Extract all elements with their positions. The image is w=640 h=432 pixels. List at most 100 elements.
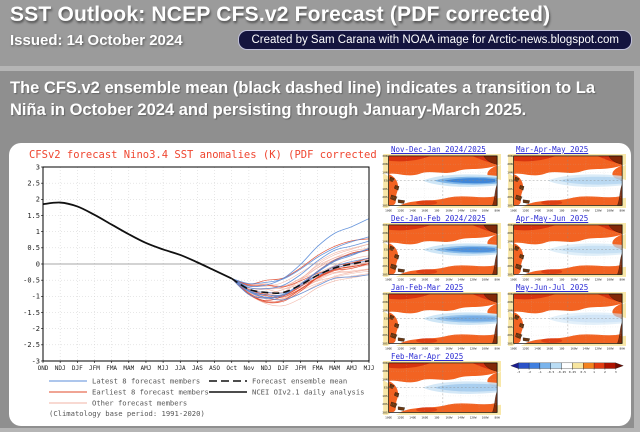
sst-map-panel: Apr-May-Jun 2025 30N 20N 10N EQ 10S 20S 30S 100E… xyxy=(504,215,627,284)
sst-map-svg: 30N 20N 10N EQ 10S 20S 30S 100E 120E 140E 160E 180 1… xyxy=(507,223,626,282)
svg-text:30N: 30N xyxy=(382,223,388,227)
header: SST Outlook: NCEP CFS.v2 Forecast (PDF c… xyxy=(0,0,640,66)
svg-text:120W: 120W xyxy=(470,278,477,282)
svg-text:10S: 10S xyxy=(507,187,513,191)
svg-text:160E: 160E xyxy=(421,278,428,282)
svg-text:120W: 120W xyxy=(470,209,477,213)
map-title: May-Jun-Jul 2025 xyxy=(516,284,589,292)
svg-text:100W: 100W xyxy=(482,209,489,213)
legend-label: NCEI OIv2.1 daily analysis xyxy=(252,388,365,397)
svg-text:180: 180 xyxy=(434,347,439,351)
svg-text:80W: 80W xyxy=(620,209,625,213)
svg-text:EQ: EQ xyxy=(384,317,388,321)
svg-text:160E: 160E xyxy=(546,278,553,282)
svg-text:20N: 20N xyxy=(507,231,513,235)
svg-text:-1: -1 xyxy=(32,293,40,301)
anomaly-colorbar: -3 -2 -1 -0.5 -0.25 0.25 0.5 1 2 3 xyxy=(504,353,627,422)
svg-text:-2: -2 xyxy=(527,370,531,374)
svg-text:30S: 30S xyxy=(382,410,388,414)
svg-text:140E: 140E xyxy=(534,347,541,351)
svg-text:140W: 140W xyxy=(583,209,590,213)
svg-text:100W: 100W xyxy=(607,209,614,213)
header-subrow: Issued: 14 October 2024 Created by Sam C… xyxy=(10,30,632,50)
svg-text:140W: 140W xyxy=(458,278,465,282)
svg-text:1: 1 xyxy=(36,228,40,236)
ensemble-mean-line xyxy=(231,259,370,294)
svg-text:30N: 30N xyxy=(382,154,388,158)
svg-text:0: 0 xyxy=(36,260,40,268)
content-panel: 3 2.5 2 1.5 1 0.5 0 -0.5 -1 -1.5 -2 -2.5 -3 OND NDJ DJF… xyxy=(9,143,631,426)
sst-map-panel: Feb-Mar-Apr 2025 30N 20N 10N EQ 10S 20S 30S 100E… xyxy=(379,353,502,422)
svg-text:80W: 80W xyxy=(620,278,625,282)
sst-map-panel: Nov-Dec-Jan 2024/2025 30N 20N 10N EQ 10S 20S 30… xyxy=(379,146,502,215)
svg-text:JFM: JFM xyxy=(295,365,306,372)
svg-text:OND: OND xyxy=(38,365,49,372)
svg-text:2: 2 xyxy=(604,370,606,374)
svg-text:20S: 20S xyxy=(507,333,513,337)
svg-text:160E: 160E xyxy=(546,347,553,351)
sst-anomaly-maps: Nov-Dec-Jan 2024/2025 30N 20N 10N EQ 10S 20S 30… xyxy=(379,146,627,423)
svg-text:-2.5: -2.5 xyxy=(23,341,40,349)
svg-text:AMJ: AMJ xyxy=(346,365,357,372)
svg-text:20N: 20N xyxy=(382,231,388,235)
svg-text:10N: 10N xyxy=(507,308,513,312)
svg-text:20N: 20N xyxy=(382,162,388,166)
svg-text:140W: 140W xyxy=(458,347,465,351)
svg-text:DJF: DJF xyxy=(278,365,289,372)
svg-text:20N: 20N xyxy=(507,162,513,166)
sst-map-svg: 30N 20N 10N EQ 10S 20S 30S 100E 120E 140E 160E 180 1… xyxy=(382,154,501,213)
svg-text:MJJ: MJJ xyxy=(158,365,169,372)
svg-text:-2: -2 xyxy=(32,325,40,333)
svg-text:3: 3 xyxy=(36,163,40,171)
svg-text:EQ: EQ xyxy=(509,248,513,252)
svg-text:120E: 120E xyxy=(397,347,404,351)
svg-text:1.5: 1.5 xyxy=(27,212,40,220)
svg-text:10S: 10S xyxy=(507,325,513,329)
svg-text:NDJ: NDJ xyxy=(55,365,66,372)
svg-text:30S: 30S xyxy=(507,341,513,345)
svg-text:140W: 140W xyxy=(583,347,590,351)
svg-text:180: 180 xyxy=(434,416,439,420)
svg-text:-3: -3 xyxy=(32,357,40,365)
svg-text:30N: 30N xyxy=(507,292,513,296)
svg-text:120W: 120W xyxy=(470,347,477,351)
svg-text:140E: 140E xyxy=(409,347,416,351)
svg-text:180: 180 xyxy=(559,209,564,213)
svg-text:140E: 140E xyxy=(534,209,541,213)
svg-text:30N: 30N xyxy=(507,223,513,227)
climatology-footnote: (Climatology base period: 1991-2020) xyxy=(49,409,205,418)
svg-text:100E: 100E xyxy=(385,416,392,420)
map-title: Apr-May-Jun 2025 xyxy=(516,215,589,223)
svg-text:30S: 30S xyxy=(507,272,513,276)
svg-text:160W: 160W xyxy=(570,278,577,282)
svg-text:FMA: FMA xyxy=(106,365,117,372)
svg-text:NDJ: NDJ xyxy=(261,365,272,372)
svg-text:80W: 80W xyxy=(495,278,500,282)
issued-date: Issued: 14 October 2024 xyxy=(10,31,183,49)
observed-analysis-line xyxy=(42,201,233,280)
sst-map-panel: Dec-Jan-Feb 2024/2025 30N 20N 10N EQ 10S 20S 30… xyxy=(379,215,502,284)
svg-text:-1: -1 xyxy=(538,370,542,374)
svg-text:160W: 160W xyxy=(570,209,577,213)
svg-text:FMA: FMA xyxy=(312,365,323,372)
svg-text:160E: 160E xyxy=(421,347,428,351)
svg-text:10N: 10N xyxy=(507,239,513,243)
svg-text:MAM: MAM xyxy=(329,365,340,372)
svg-text:100E: 100E xyxy=(385,347,392,351)
svg-text:10S: 10S xyxy=(382,187,388,191)
svg-text:20S: 20S xyxy=(382,264,388,268)
svg-text:160W: 160W xyxy=(445,278,452,282)
svg-text:-0.5: -0.5 xyxy=(547,370,554,374)
svg-text:Nov: Nov xyxy=(243,365,254,372)
svg-text:120E: 120E xyxy=(522,278,529,282)
svg-text:160W: 160W xyxy=(445,347,452,351)
svg-text:20S: 20S xyxy=(382,195,388,199)
svg-text:120E: 120E xyxy=(522,347,529,351)
svg-text:10S: 10S xyxy=(382,325,388,329)
svg-text:EQ: EQ xyxy=(509,179,513,183)
svg-text:30N: 30N xyxy=(507,154,513,158)
svg-text:10N: 10N xyxy=(382,308,388,312)
svg-text:0.5: 0.5 xyxy=(581,370,587,374)
svg-text:JJA: JJA xyxy=(175,365,186,372)
